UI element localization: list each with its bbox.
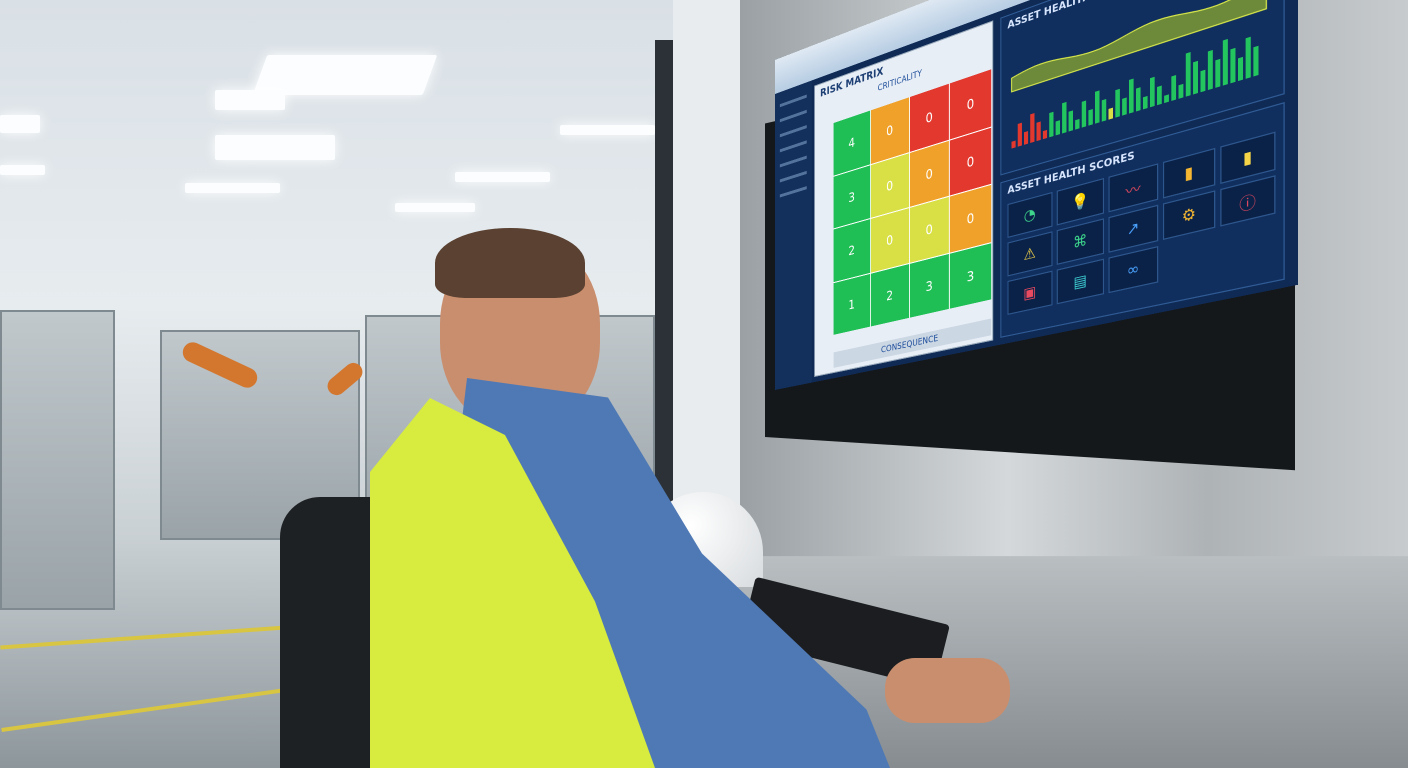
chart-bar	[1157, 85, 1162, 106]
wall	[673, 0, 743, 560]
chart-bar	[1122, 97, 1127, 116]
asset-tile[interactable]: ⚠	[1007, 231, 1053, 277]
chart-bar	[1149, 76, 1155, 108]
network-icon: ⌘	[1072, 231, 1088, 253]
chart-bar	[1230, 47, 1236, 84]
chart-bar	[1011, 140, 1016, 149]
hair	[435, 228, 585, 298]
chart-bar	[1253, 45, 1259, 77]
window-frame	[655, 40, 673, 540]
risk-cell[interactable]: 3	[833, 164, 870, 229]
chart-bar	[1062, 101, 1067, 134]
asset-tile[interactable]: ↗	[1108, 204, 1159, 253]
chart-bar	[1142, 95, 1148, 110]
waveform-icon: 〰	[1125, 179, 1141, 202]
gear-icon: ⚙	[1181, 204, 1196, 227]
chart-bar	[1222, 38, 1228, 86]
chart-bar	[1215, 58, 1221, 88]
chart-bar	[1178, 83, 1184, 99]
risk-cell[interactable]: 3	[950, 242, 992, 309]
chart-bar	[1088, 109, 1093, 126]
alert-circle-icon: ⓘ	[1239, 192, 1256, 216]
gauge-icon: ◔	[1023, 205, 1036, 226]
chart-bar	[1042, 129, 1048, 140]
risk-cell[interactable]: 0	[950, 127, 992, 196]
lightbulb-icon: 💡	[1071, 190, 1090, 214]
chart-bar	[1023, 131, 1029, 145]
risk-cell[interactable]: 0	[909, 196, 950, 263]
asset-tile[interactable]: ∞	[1108, 245, 1159, 294]
chart-bar	[1185, 51, 1191, 97]
asset-tile[interactable]: ⚙	[1162, 190, 1216, 241]
asset-tile[interactable]: ⌘	[1056, 218, 1104, 265]
asset-tile[interactable]: ⓘ	[1220, 175, 1276, 227]
signal-bars-icon: ▮	[1242, 147, 1253, 169]
chart-bar	[1193, 60, 1198, 95]
chart-bar	[1115, 88, 1120, 118]
chart-bar	[1108, 107, 1114, 120]
chart-bar	[1245, 36, 1251, 79]
chart-bar	[1055, 120, 1060, 136]
chart-bar	[1171, 75, 1177, 101]
chart-bar	[1030, 113, 1035, 143]
chart-bar	[1017, 122, 1022, 147]
chart-bar	[1200, 69, 1206, 93]
chart-bar	[1068, 110, 1073, 132]
chart-bar	[1049, 111, 1054, 138]
chart-bar	[1075, 118, 1080, 130]
chart-bar	[1129, 78, 1134, 114]
warning-icon: ⚠	[1023, 244, 1036, 265]
clipboard-icon: ▤	[1073, 271, 1087, 292]
asset-tile[interactable]: ▤	[1056, 258, 1104, 305]
risk-cell[interactable]: 0	[870, 152, 909, 218]
chart-bar	[1135, 87, 1141, 112]
risk-cell[interactable]: 0	[909, 140, 950, 207]
risk-cell[interactable]: 3	[909, 253, 950, 318]
chart-bar	[1237, 56, 1244, 82]
chart-bar	[1095, 90, 1100, 124]
chart-bar	[1081, 100, 1087, 128]
operator-person	[370, 228, 1010, 768]
chart-bar	[1164, 94, 1169, 104]
link-icon: ∞	[1126, 259, 1140, 281]
hand	[885, 658, 1010, 723]
chart-bar	[1036, 121, 1041, 142]
bar-chart-icon: ▮	[1184, 163, 1194, 184]
chart-bar	[1207, 49, 1213, 91]
chart-bar	[1101, 98, 1107, 122]
line-chart-icon: ↗	[1126, 218, 1140, 240]
asset-tile[interactable]: ▣	[1007, 270, 1053, 315]
battery-icon: ▣	[1023, 282, 1037, 303]
asset-tile[interactable]: ◔	[1007, 191, 1053, 239]
risk-cell[interactable]: 0	[950, 184, 992, 253]
